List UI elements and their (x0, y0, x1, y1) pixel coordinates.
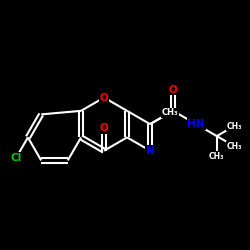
Text: Cl: Cl (10, 153, 22, 163)
Text: N: N (146, 146, 154, 156)
Text: O: O (169, 84, 177, 94)
Text: O: O (100, 123, 108, 133)
Text: CH₃: CH₃ (226, 142, 242, 150)
Text: O: O (100, 92, 108, 102)
Text: CH₃: CH₃ (209, 152, 224, 160)
Text: CH₃: CH₃ (226, 122, 242, 130)
Text: CH₃: CH₃ (161, 108, 178, 117)
Text: HN: HN (187, 119, 205, 129)
